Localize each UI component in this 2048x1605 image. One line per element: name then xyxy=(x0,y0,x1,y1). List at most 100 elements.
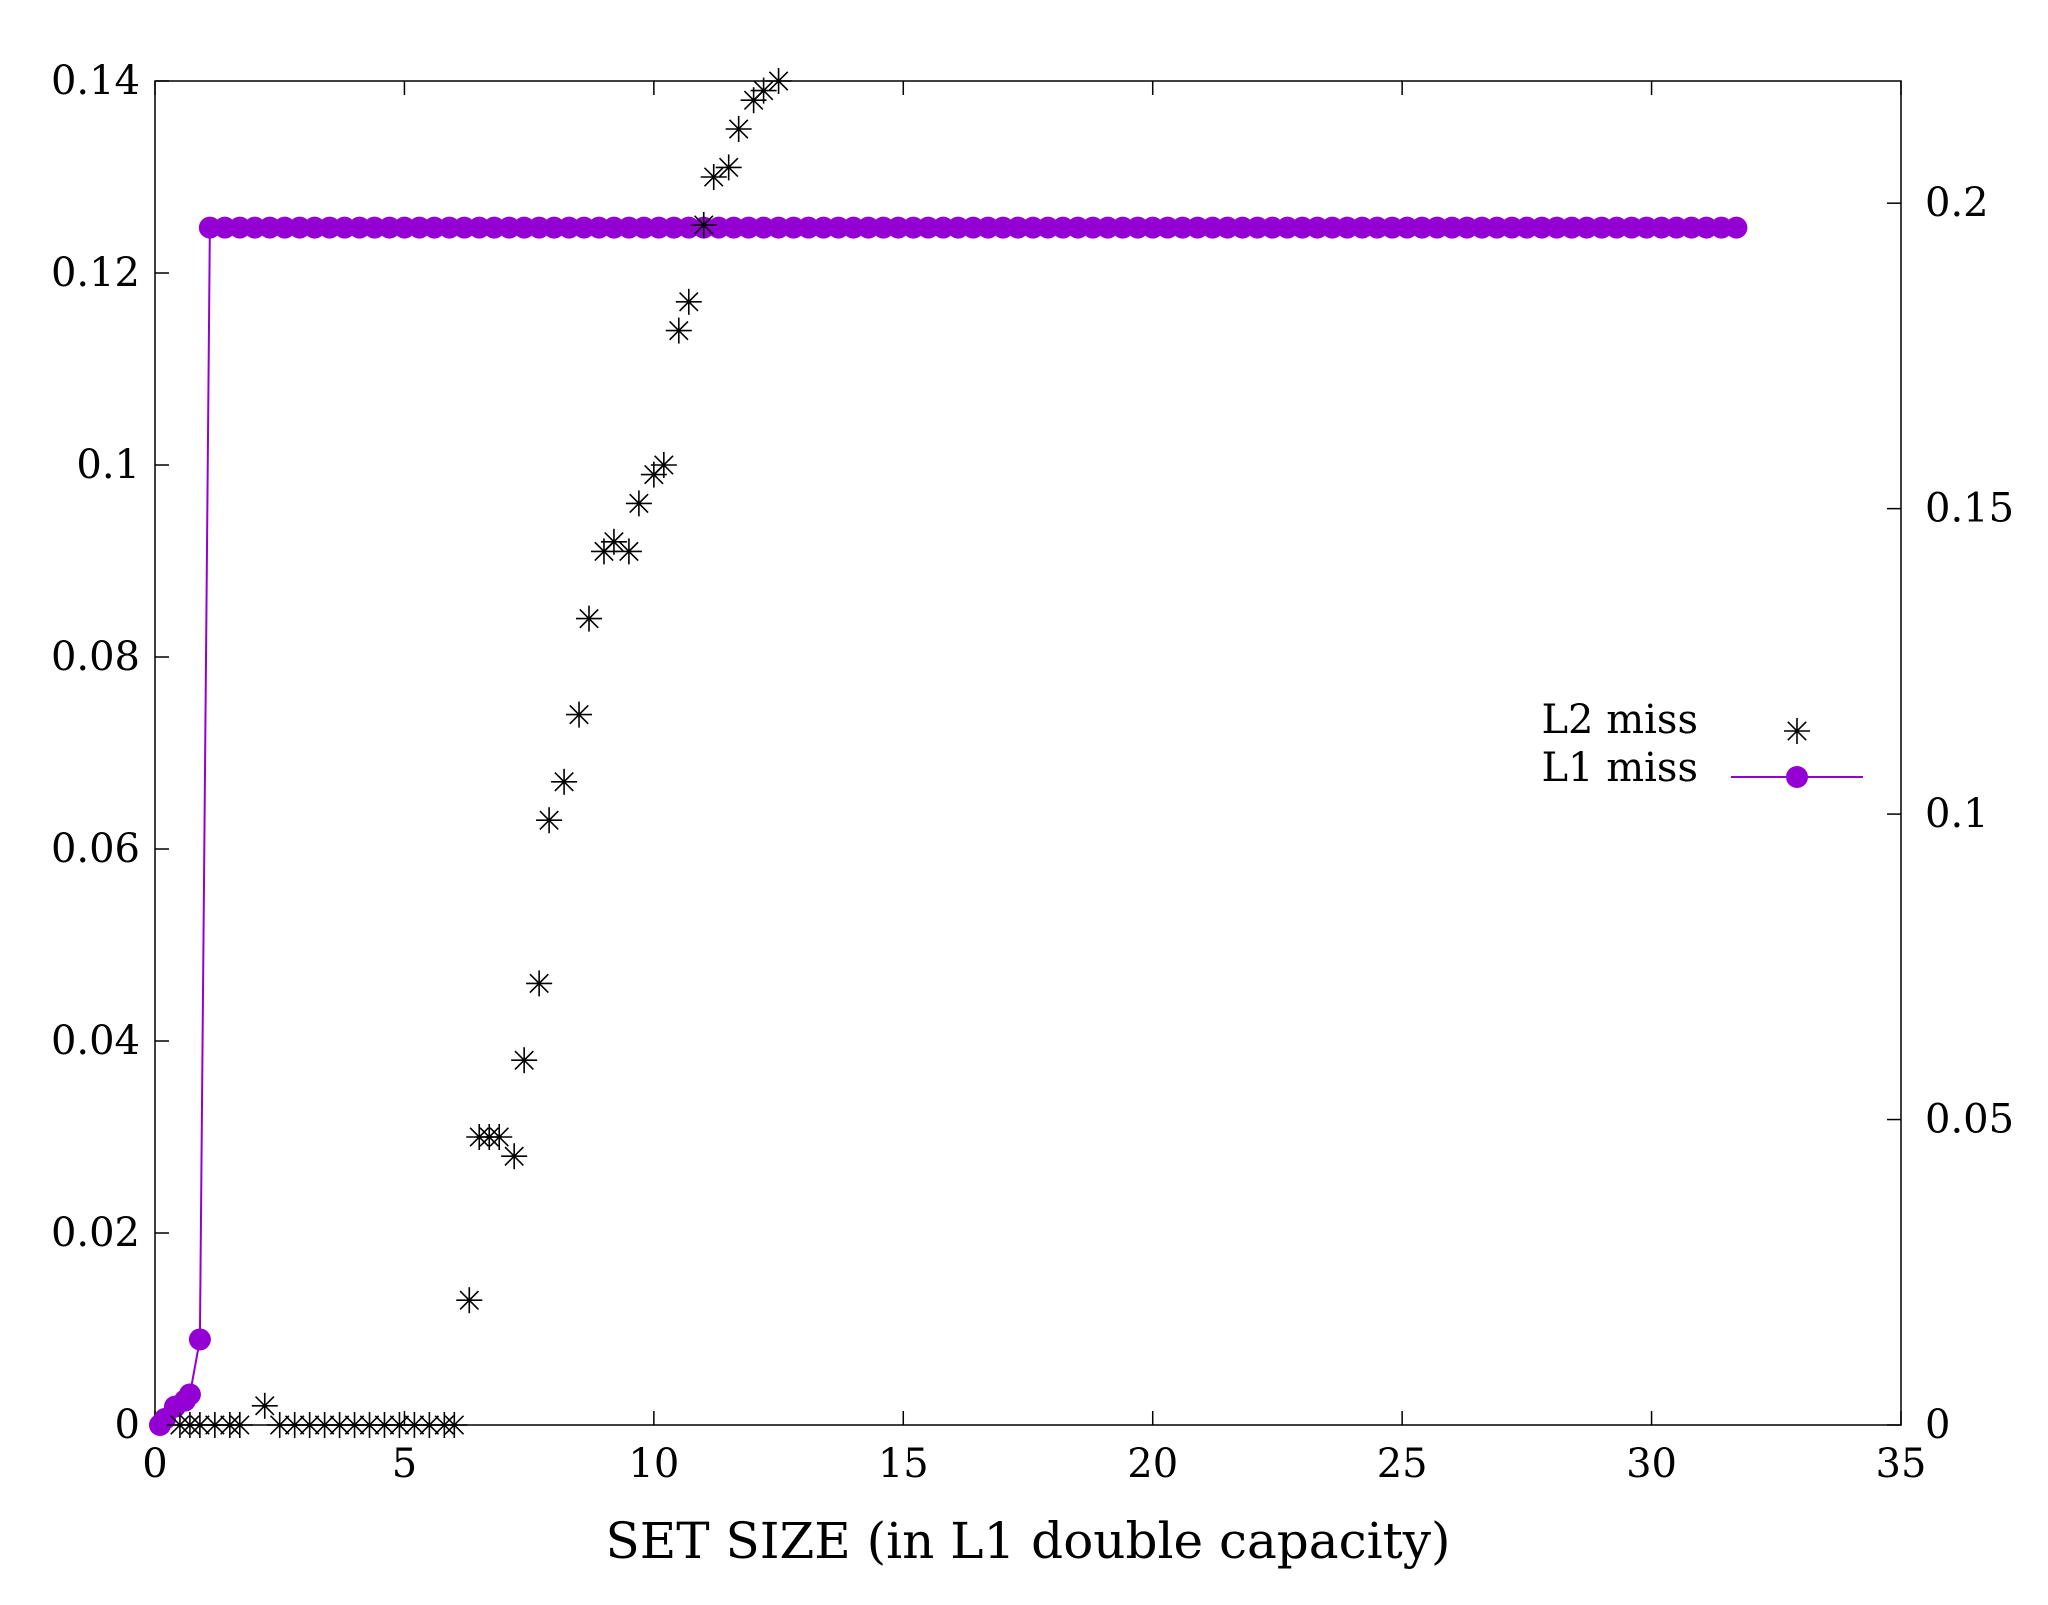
legend-label-l2-miss: L2 miss xyxy=(1541,697,1698,743)
y-right-tick-label: 0.2 xyxy=(1925,180,1989,226)
y-left-tick-label: 0.04 xyxy=(51,1018,140,1064)
l2-miss-point xyxy=(501,1143,528,1170)
asterisk-stroke xyxy=(569,704,589,725)
l1-miss-point xyxy=(1725,216,1748,239)
l2-miss-point xyxy=(441,1412,468,1438)
asterisk-stroke xyxy=(389,1415,410,1435)
y-left-tick-label: 0 xyxy=(115,1402,140,1448)
asterisk-stroke xyxy=(230,1415,250,1435)
y-left-tick-label: 0.08 xyxy=(51,634,140,680)
y-left-tick-label: 0.14 xyxy=(51,58,140,104)
y-left-tick-label: 0.12 xyxy=(51,250,140,296)
x-tick-label: 10 xyxy=(628,1441,679,1487)
l2-miss-point xyxy=(201,1412,228,1438)
asterisk-stroke xyxy=(728,119,749,139)
l2-miss-point xyxy=(356,1412,383,1438)
asterisk-stroke xyxy=(254,1396,275,1416)
asterisk-stroke xyxy=(629,493,649,514)
l2-miss-point xyxy=(715,154,742,181)
asterisk-stroke xyxy=(444,1415,465,1435)
l2-miss-point xyxy=(750,77,777,104)
asterisk-stroke xyxy=(205,1415,225,1435)
l2-miss-point xyxy=(625,490,652,517)
legend-dot xyxy=(1786,766,1808,788)
l2-miss-point xyxy=(226,1412,253,1438)
l2-miss-point xyxy=(690,212,717,238)
x-tick-label: 30 xyxy=(1626,1441,1677,1487)
y-left-tick-label: 0.02 xyxy=(51,1210,140,1256)
asterisk-stroke xyxy=(1787,721,1807,741)
asterisk-stroke xyxy=(619,541,639,562)
l2-miss-point xyxy=(386,1412,413,1438)
y-right-tick-label: 0.05 xyxy=(1925,1097,2014,1143)
x-tick-label: 35 xyxy=(1876,1441,1927,1487)
l2-miss-point xyxy=(725,116,752,142)
l2-miss-point xyxy=(675,288,702,315)
l2-miss-series xyxy=(166,68,792,1438)
legend: L2 miss L1 miss xyxy=(1541,697,1863,791)
asterisk-stroke xyxy=(579,608,599,629)
x-tick-label: 20 xyxy=(1127,1441,1178,1487)
asterisk-stroke xyxy=(489,1127,509,1147)
x-tick-label: 25 xyxy=(1377,1441,1428,1487)
asterisk-stroke xyxy=(190,1415,210,1435)
asterisk-stroke xyxy=(514,1050,534,1070)
x-tick-label: 0 xyxy=(142,1441,167,1487)
l2-miss-point xyxy=(700,164,727,190)
asterisk-stroke xyxy=(504,1146,524,1166)
y-right-tick-label: 0.1 xyxy=(1925,791,1989,837)
asterisk-stroke xyxy=(314,1415,335,1435)
asterisk-stroke xyxy=(344,1415,365,1435)
l2-miss-point xyxy=(511,1047,538,1074)
asterisk-stroke xyxy=(419,1415,440,1435)
l2-miss-point xyxy=(740,87,767,114)
l2-miss-point xyxy=(526,970,553,997)
asterisk-stroke xyxy=(753,80,774,101)
y-left-tick-label: 0.06 xyxy=(51,826,140,872)
asterisk-stroke xyxy=(718,157,739,178)
l1-miss-point xyxy=(188,1328,211,1351)
asterisk-stroke xyxy=(669,320,689,341)
asterisk-stroke xyxy=(703,167,724,187)
y-right-tick-label: 0.15 xyxy=(1925,486,2014,532)
l2-miss-point xyxy=(665,317,692,344)
l2-miss-point xyxy=(566,701,593,728)
asterisk-stroke xyxy=(374,1415,395,1435)
l2-miss-point xyxy=(281,1412,308,1438)
asterisk-stroke xyxy=(768,71,789,91)
plot-frame xyxy=(154,80,1902,1426)
legend-marker-l2-miss xyxy=(1784,718,1810,744)
asterisk-stroke xyxy=(299,1415,320,1435)
l2-miss-point xyxy=(576,605,603,632)
l2-miss-point xyxy=(251,1392,278,1419)
x-axis-ticks: 0 5 10 15 20 25 30 35 xyxy=(142,81,1926,1487)
legend-marker-l1-miss xyxy=(1731,766,1863,788)
l2-miss-point xyxy=(536,807,563,834)
x-tick-label: 15 xyxy=(878,1441,929,1487)
l2-miss-point xyxy=(551,768,578,795)
l1-miss-series xyxy=(148,216,1748,1436)
asterisk-stroke xyxy=(654,455,674,475)
l2-miss-point xyxy=(615,538,642,565)
asterisk-stroke xyxy=(329,1415,350,1435)
l2-miss-point xyxy=(650,452,677,478)
y-left-axis-ticks: 0 0.02 0.04 0.06 0.08 0.1 0.12 0.14 xyxy=(51,58,169,1448)
y-left-tick-label: 0.1 xyxy=(76,442,140,488)
asterisk-stroke xyxy=(459,1290,480,1310)
asterisk-stroke xyxy=(554,772,574,792)
asterisk-stroke xyxy=(359,1415,380,1435)
y-right-axis-ticks: 0 0.05 0.1 0.15 0.2 xyxy=(1887,180,2014,1448)
asterisk-stroke xyxy=(404,1415,425,1435)
l2-miss-point xyxy=(600,528,627,555)
l2-miss-point xyxy=(311,1412,338,1438)
x-axis-title: SET SIZE (in L1 double capacity) xyxy=(606,1512,1451,1570)
legend-label-l1-miss: L1 miss xyxy=(1541,745,1698,791)
l1-miss-line xyxy=(159,226,1737,1426)
asterisk-stroke xyxy=(269,1415,290,1435)
asterisk-stroke xyxy=(529,973,549,994)
l2-miss-point xyxy=(296,1412,323,1438)
asterisk-stroke xyxy=(679,292,699,312)
l2-miss-point xyxy=(456,1287,483,1314)
l2-miss-point xyxy=(765,68,792,94)
asterisk-stroke xyxy=(539,810,559,830)
